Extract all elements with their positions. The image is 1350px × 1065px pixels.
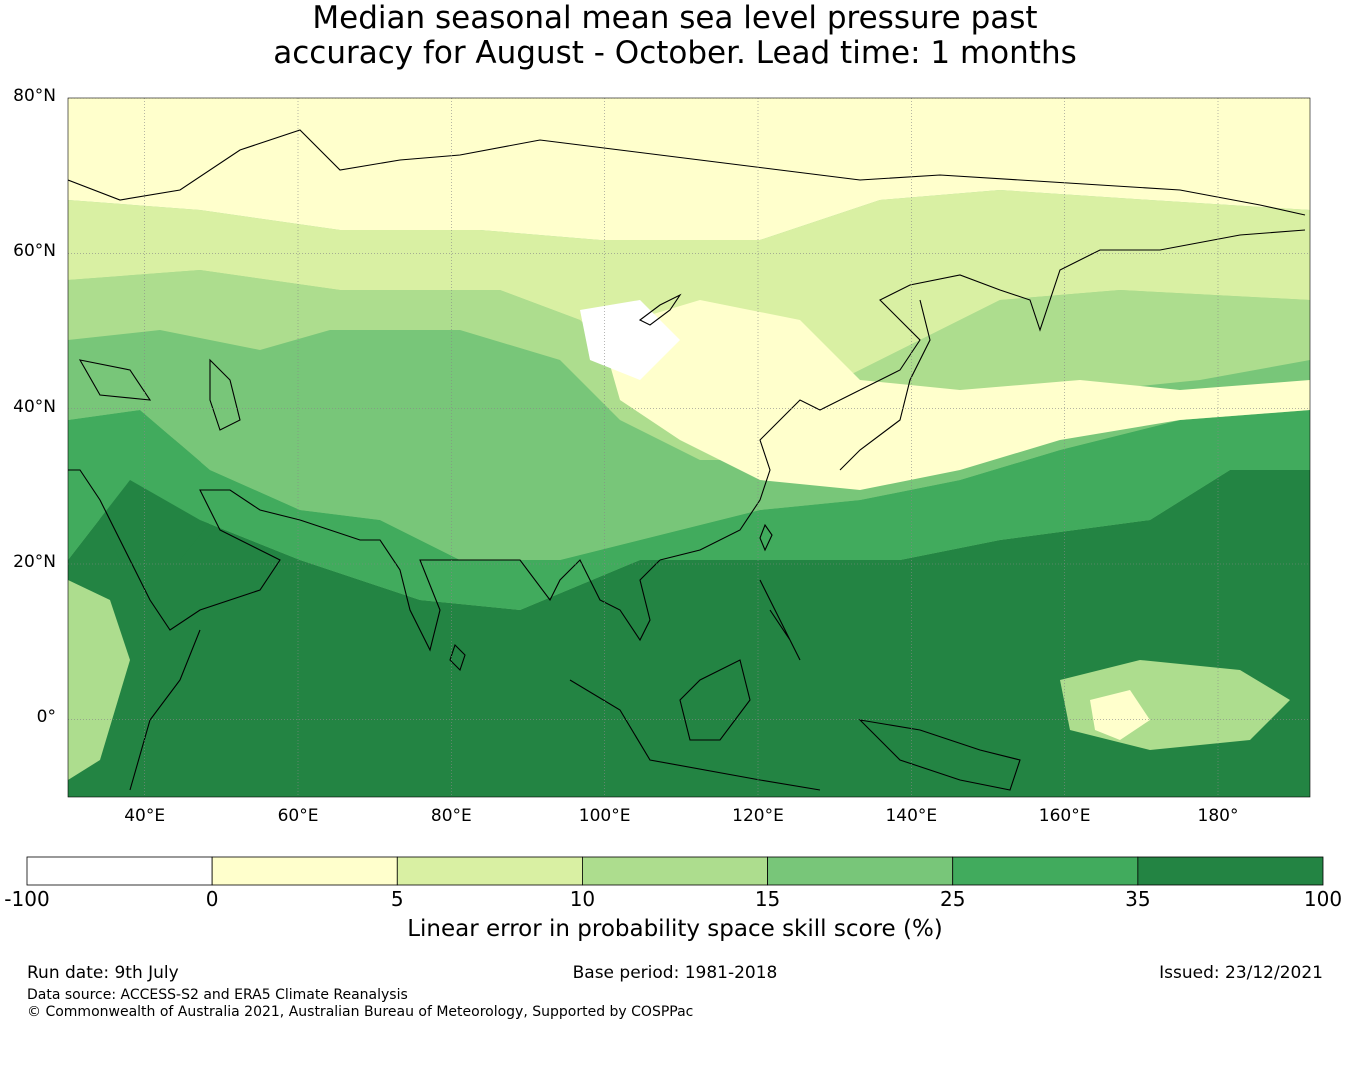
copyright: © Commonwealth of Australia 2021, Austra… xyxy=(27,1004,694,1020)
colorbar-tick-label: -100 xyxy=(4,887,50,911)
gridlines xyxy=(68,98,1310,797)
colorbar-tick-label: 10 xyxy=(569,887,596,911)
base-period: Base period: 1981-2018 xyxy=(572,963,778,983)
colorbar-box xyxy=(582,856,768,886)
coastline-black-sea xyxy=(78,359,152,401)
longitude-label: 80°E xyxy=(430,806,472,826)
map-frame xyxy=(67,97,1311,798)
zone-10-15 xyxy=(68,270,1310,460)
coastline-sumatra-java xyxy=(569,679,821,791)
latitude-label: 80°N xyxy=(13,86,56,106)
colorbar-box xyxy=(952,856,1139,886)
coastline-taiwan xyxy=(759,523,773,552)
zone-0-5-north xyxy=(68,98,1310,240)
coastline-japan xyxy=(839,299,931,471)
longitude-label: 160°E xyxy=(1038,806,1091,826)
zone-0-5-china xyxy=(600,300,1310,490)
coastline-arctic xyxy=(68,129,1306,216)
zone-35-100-south xyxy=(68,470,1310,797)
coastline-pacific-russia xyxy=(859,229,1306,391)
latitude-label: 40°N xyxy=(13,396,56,417)
map-title-line-2: accuracy for August - October. Lead time… xyxy=(273,35,1077,71)
zone-25-35 xyxy=(68,410,1310,610)
skill-zones xyxy=(68,98,1310,797)
colorbar-label: Linear error in probability space skill … xyxy=(407,916,943,942)
longitude-label: 40°E xyxy=(124,806,166,826)
zone-10-15-africa xyxy=(68,580,130,780)
longitude-label: 180° xyxy=(1197,806,1239,826)
map-canvas xyxy=(68,98,1310,797)
zone-0-5-pacific xyxy=(1090,690,1150,740)
colorbar-box xyxy=(1137,856,1324,886)
longitude-label: 140°E xyxy=(885,806,938,826)
coastlines xyxy=(68,129,1306,791)
colorbar-boxes xyxy=(26,856,1324,886)
coastline-south-asia xyxy=(299,519,661,652)
zone-5-10 xyxy=(68,190,1310,410)
latitude-label: 0° xyxy=(36,707,56,728)
coastline-philippines xyxy=(759,579,801,661)
colorbar-box xyxy=(26,856,213,886)
coastline-borneo xyxy=(679,659,751,741)
data-source: Data source: ACCESS-S2 and ERA5 Climate … xyxy=(27,987,408,1003)
colorbar-tick-label: 25 xyxy=(939,887,966,911)
latitude-label: 20°N xyxy=(13,552,56,572)
coastline-east-africa xyxy=(129,629,201,791)
run-date: Run date: 9th July xyxy=(27,963,179,983)
longitude-label: 60°E xyxy=(277,806,319,826)
coastline-new-guinea xyxy=(858,719,1021,791)
zone-15-25 xyxy=(68,330,1310,560)
colorbar-tick-label: 35 xyxy=(1125,887,1151,911)
zone-neg-mongolia xyxy=(580,300,680,380)
colorbar-tick-label: 15 xyxy=(754,887,781,911)
colorbar-tick-label: 5 xyxy=(390,887,404,911)
skill-score-map xyxy=(67,97,1311,798)
coastline-arabia-africa xyxy=(68,469,301,631)
issued-date: Issued: 23/12/2021 xyxy=(1159,963,1323,983)
longitude-label: 120°E xyxy=(732,806,784,826)
colorbar-box xyxy=(211,856,398,886)
latitude-label: 60°N xyxy=(13,241,56,262)
coastline-caspian xyxy=(209,358,241,431)
colorbar-box xyxy=(767,856,954,886)
longitude-label: 100°E xyxy=(578,806,631,826)
colorbar-tick-label: 100 xyxy=(1303,887,1343,911)
map-title-line-1: Median seasonal mean sea level pressure … xyxy=(312,0,1038,36)
colorbar-tick-label: 0 xyxy=(205,887,219,911)
coastline-china-korea xyxy=(659,389,861,561)
coastline-sri-lanka xyxy=(449,643,466,672)
colorbar-box xyxy=(396,856,583,886)
coastline-lake-baikal xyxy=(638,293,682,326)
